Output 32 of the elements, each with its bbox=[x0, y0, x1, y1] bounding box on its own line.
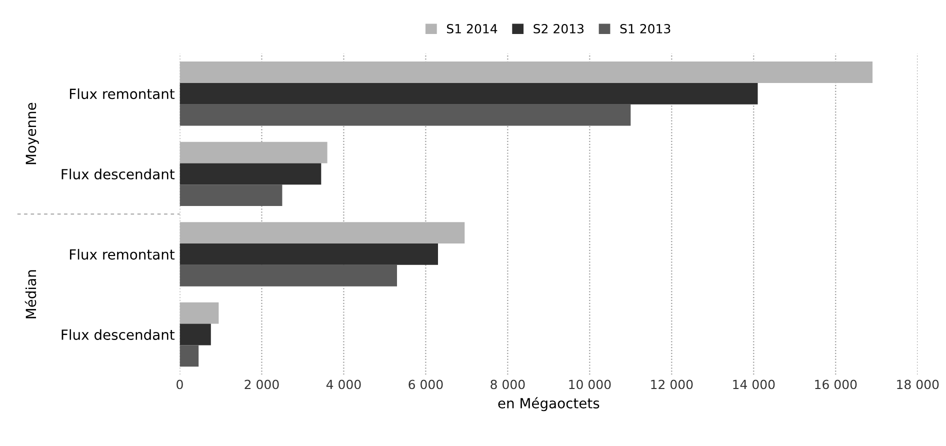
text: Moyenne bbox=[26, 102, 39, 164]
bar bbox=[180, 62, 873, 83]
legend-label: S2 2013 bbox=[534, 24, 584, 34]
y-tick-label: Flux remontant bbox=[70, 88, 175, 100]
legend-label: S1 2014 bbox=[446, 24, 498, 34]
bar bbox=[180, 222, 465, 244]
x-tick-label: 18 000 bbox=[897, 380, 939, 390]
bar bbox=[180, 264, 398, 286]
x-tick-label: 4 000 bbox=[326, 380, 361, 390]
bar bbox=[180, 163, 322, 185]
y-tick-label: Flux descendant bbox=[62, 329, 175, 340]
bar bbox=[180, 345, 199, 367]
bar bbox=[180, 104, 631, 126]
text: Médian bbox=[24, 270, 36, 318]
bar bbox=[180, 244, 438, 265]
legend-label: S1 2013 bbox=[620, 24, 670, 34]
x-tick-label: 14 000 bbox=[733, 380, 775, 390]
x-tick-label: 0 bbox=[176, 380, 183, 390]
x-axis-title: en Mégaoctets bbox=[498, 397, 600, 412]
y-tick-label: Flux remontant bbox=[70, 248, 175, 260]
bar bbox=[180, 82, 758, 104]
x-tick-label: 8 000 bbox=[490, 380, 525, 390]
bar bbox=[180, 184, 282, 206]
x-tick-label: 10 000 bbox=[569, 380, 611, 390]
x-tick-label: 2 000 bbox=[244, 380, 279, 390]
x-tick-label: 6 000 bbox=[408, 380, 443, 390]
y-tick-label: Flux descendant bbox=[62, 168, 175, 180]
bar bbox=[180, 324, 211, 346]
bar bbox=[180, 302, 219, 324]
x-tick-label: 16 000 bbox=[815, 380, 857, 390]
x-tick-label: 12 000 bbox=[651, 380, 693, 390]
bar bbox=[180, 142, 328, 164]
